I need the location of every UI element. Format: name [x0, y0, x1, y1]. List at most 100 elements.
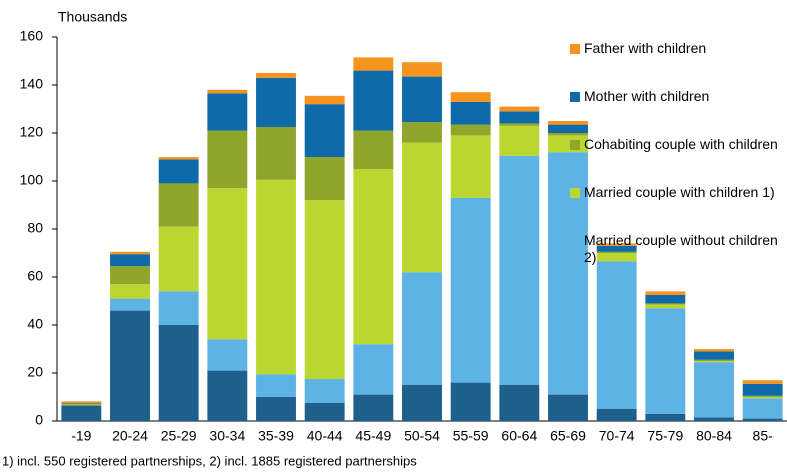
bar-segment — [207, 89, 248, 94]
bar-segment — [548, 124, 588, 133]
x-tick-label: 55-59 — [453, 428, 489, 444]
bar-segment — [596, 253, 637, 262]
x-tick-label: 85- — [753, 428, 774, 444]
bar-segment — [256, 127, 296, 180]
legend: Father with children Mother with children… — [570, 40, 780, 280]
x-tick-label: 35-39 — [258, 428, 294, 444]
bar-segment — [207, 370, 248, 421]
legend-label: Married couple without children 2) — [584, 232, 778, 265]
bar-segment — [596, 243, 637, 246]
bar-segment — [256, 374, 296, 397]
x-tick-label: 40-44 — [307, 428, 343, 444]
x-tick-label: 80-84 — [696, 428, 732, 444]
legend-item: Father with children — [570, 40, 780, 88]
bar-segment — [402, 142, 442, 273]
legend-swatch — [570, 140, 580, 150]
bar-segment — [304, 403, 345, 421]
footnote: 1) incl. 550 registered partnerships, 2)… — [2, 453, 417, 468]
bar-segment — [304, 379, 345, 403]
x-tick-label: 20-24 — [112, 428, 148, 444]
bar-segment — [742, 380, 783, 384]
bar-segment — [353, 394, 394, 421]
bar-segment — [645, 291, 686, 295]
bar-segment — [694, 351, 734, 360]
bar-segment — [645, 308, 686, 414]
bar-segment — [450, 92, 491, 102]
bar-segment — [742, 418, 783, 421]
x-tick-label: 50-54 — [404, 428, 440, 444]
x-tick-label: 65-69 — [550, 428, 586, 444]
x-tick-label: 30-34 — [209, 428, 245, 444]
y-tick-label: 0 — [35, 412, 43, 428]
y-tick-label: 40 — [27, 316, 43, 332]
bar-segment — [694, 361, 734, 363]
bar-segment — [256, 77, 296, 127]
x-tick-label: 70-74 — [599, 428, 635, 444]
legend-swatch — [570, 44, 580, 54]
bar-segment — [207, 93, 248, 131]
x-tick-label: 45-49 — [355, 428, 391, 444]
y-tick-label: 160 — [20, 28, 44, 44]
bar-segment — [450, 135, 491, 198]
legend-label: Cohabiting couple with children — [584, 136, 778, 152]
bar-segment — [694, 362, 734, 418]
legend-label: Father with children — [584, 40, 707, 56]
bar-segment — [110, 298, 150, 311]
bar-segment — [304, 200, 345, 379]
bar-segment — [61, 405, 102, 421]
bar-segment — [61, 403, 102, 405]
bar-segment — [61, 401, 102, 404]
bar-segment — [61, 404, 102, 406]
bar-segment — [645, 303, 686, 305]
bar-segment — [596, 409, 637, 421]
bar-segment — [596, 245, 637, 252]
bar-segment — [402, 272, 442, 385]
bar-segment — [304, 157, 345, 201]
legend-label: Mother with children — [584, 88, 710, 104]
bar-segment — [694, 349, 734, 352]
bar-segment — [353, 130, 394, 169]
legend-item: Cohabiting couple with children — [570, 136, 780, 184]
bar-segment — [110, 284, 150, 299]
bar-segment — [402, 122, 442, 143]
bar-segment — [450, 382, 491, 421]
x-tick-label: 25-29 — [161, 428, 197, 444]
bar-segment — [645, 304, 686, 309]
bar-segment — [742, 383, 783, 396]
bar-segment — [207, 188, 248, 340]
bar-segment — [645, 295, 686, 304]
bar-segment — [548, 121, 588, 125]
bar-segment — [499, 385, 540, 421]
bar-segment — [450, 101, 491, 125]
bar-segment — [499, 125, 540, 156]
y-tick-label: 60 — [27, 268, 43, 284]
bar-segment — [304, 104, 345, 157]
bar-segment — [694, 417, 734, 421]
bar-segment — [596, 261, 637, 409]
y-tick-label: 100 — [20, 172, 44, 188]
bar-segment — [402, 385, 442, 421]
x-tick-label: -19 — [71, 428, 91, 444]
bar-segment — [110, 254, 150, 267]
legend-swatch — [570, 92, 580, 102]
bar-segment — [548, 152, 588, 395]
bar-segment — [450, 197, 491, 383]
legend-swatch — [570, 188, 580, 198]
bar-segment — [158, 325, 199, 421]
bar-segment — [110, 310, 150, 421]
bar-segment — [158, 183, 199, 227]
bar-segment — [158, 226, 199, 292]
bar-segment — [645, 413, 686, 421]
legend-item: Married couple with children 1) — [570, 184, 780, 232]
bar-segment — [158, 159, 199, 184]
bar-segment — [353, 169, 394, 345]
bar-segment — [353, 57, 394, 71]
bar-segment — [110, 251, 150, 255]
legend-item: Mother with children — [570, 88, 780, 136]
legend-item: Married couple without children 2) — [570, 232, 780, 280]
bar-segment — [548, 133, 588, 136]
y-tick-label: 80 — [27, 220, 43, 236]
bar-segment — [158, 157, 199, 160]
